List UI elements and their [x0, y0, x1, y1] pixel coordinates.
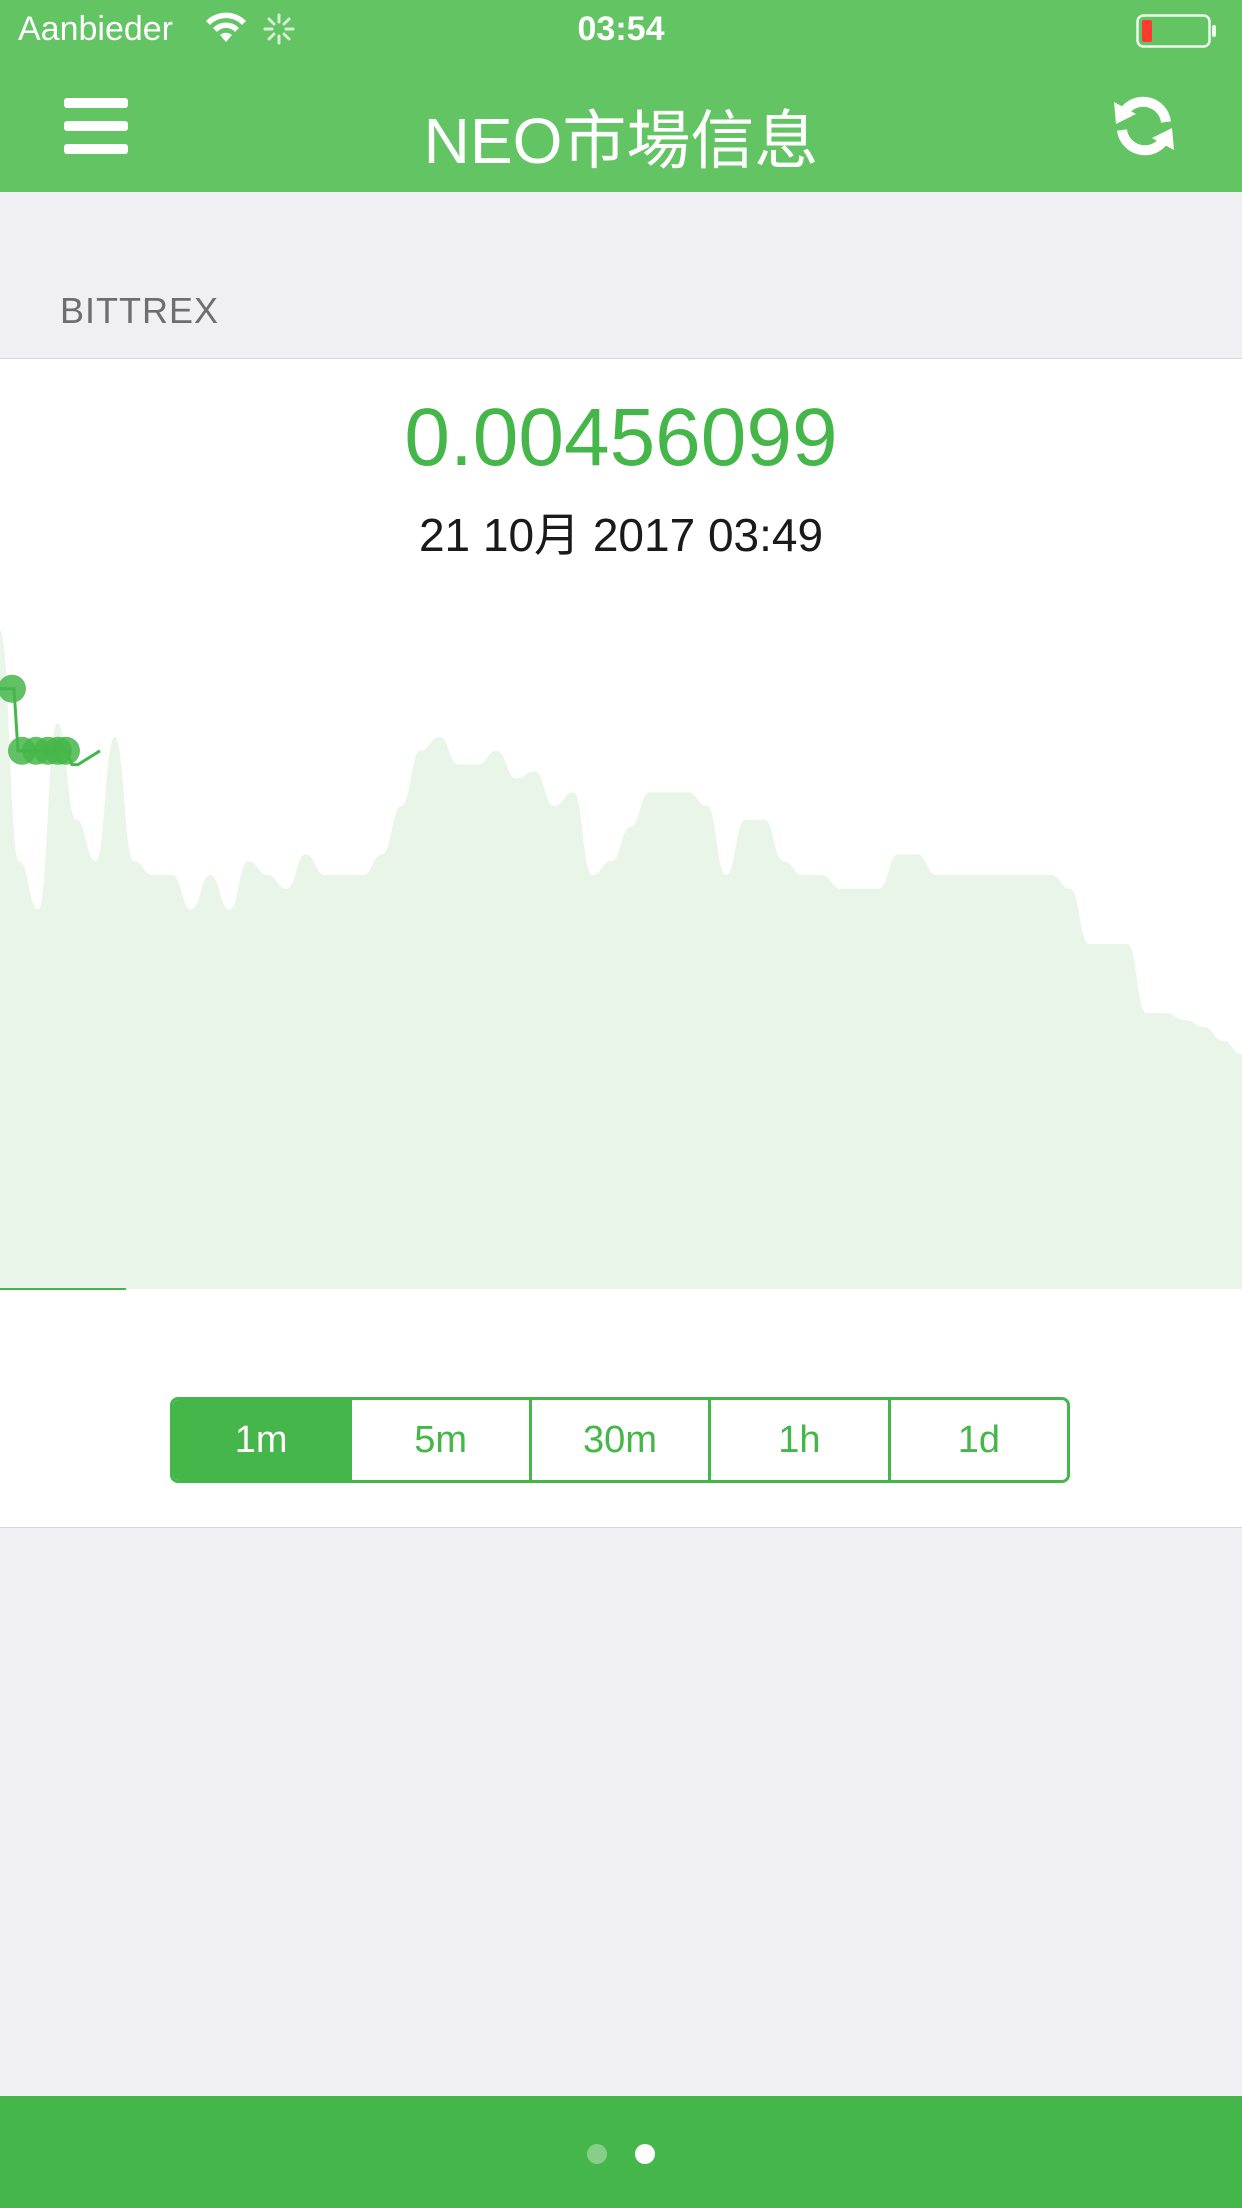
navigation-bar: NEO市場信息 — [0, 62, 1242, 192]
chart-point-6 — [52, 736, 80, 765]
hamburger-menu-icon[interactable] — [64, 98, 128, 154]
price-chart — [0, 630, 1242, 1290]
status-bar: Aanbieder 03:54 — [0, 0, 1242, 62]
interval-option-5m[interactable]: 5m — [349, 1400, 528, 1480]
price-value: 0.00456099 — [404, 392, 838, 483]
interval-option-1h[interactable]: 1h — [708, 1400, 887, 1480]
page-title: NEO市場信息 — [423, 105, 819, 177]
carrier-label: Aanbieder — [18, 10, 174, 48]
activity-spinner-icon — [262, 12, 296, 51]
chart-area-series — [0, 630, 1242, 1289]
refresh-icon[interactable] — [1110, 92, 1178, 160]
interval-segmented-control[interactable]: 1m 5m 30m 1h 1d — [170, 1397, 1070, 1483]
status-time: 03:54 — [577, 10, 665, 48]
price-timestamp: 21 10月 2017 03:49 — [418, 509, 824, 561]
wifi-icon — [204, 10, 248, 49]
interval-option-1m[interactable]: 1m — [173, 1400, 350, 1480]
chart-point-1 — [0, 674, 26, 703]
page-indicator-dot-1[interactable] — [587, 2144, 607, 2164]
exchange-section-header: BITTREX — [60, 290, 220, 331]
bottom-bar — [0, 2096, 1242, 2208]
interval-option-30m[interactable]: 30m — [528, 1400, 708, 1480]
battery-low-icon — [1136, 14, 1218, 53]
page-indicator-dot-2[interactable] — [635, 2144, 655, 2164]
ticker-card: 0.00456099 21 10月 2017 03:49 1m 5m 30m 1h 1d — [0, 358, 1242, 1528]
interval-option-1d[interactable]: 1d — [887, 1400, 1067, 1480]
